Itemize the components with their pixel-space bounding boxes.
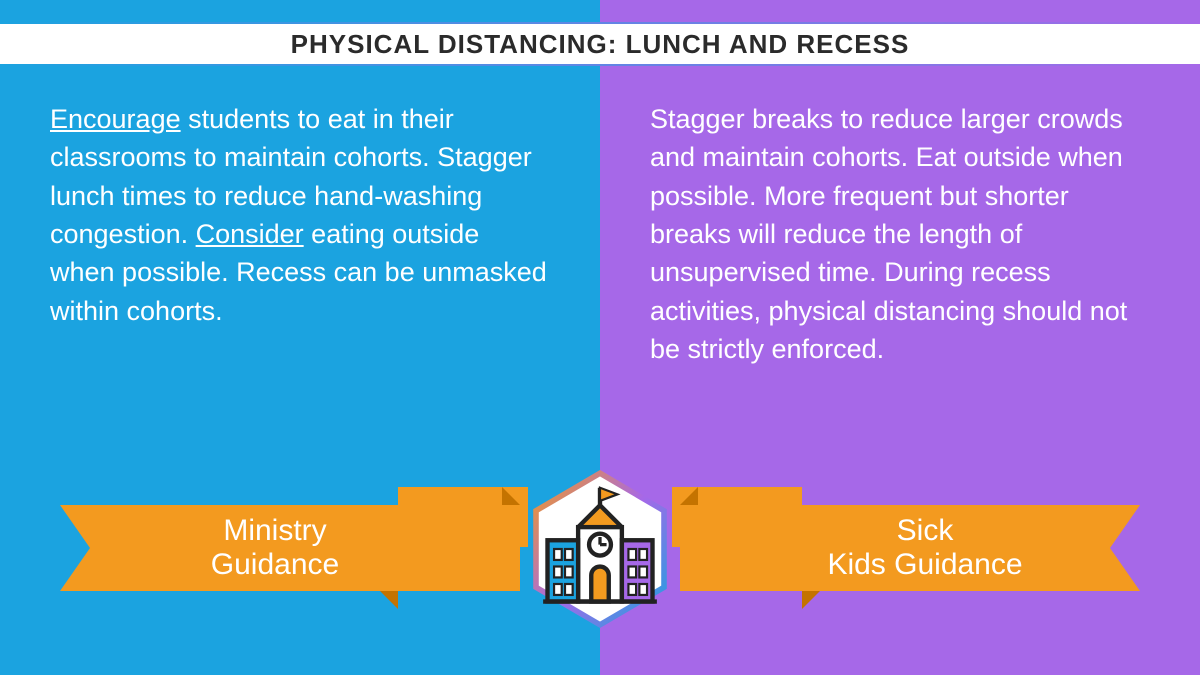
right-body-text: Stagger breaks to reduce larger crowds a… bbox=[650, 100, 1150, 368]
underline-word: Encourage bbox=[50, 104, 181, 134]
left-body-text: Encourage students to eat in their class… bbox=[50, 100, 550, 330]
title-band: PHYSICAL DISTANCING: LUNCH AND RECESS bbox=[0, 22, 1200, 66]
underline-word: Consider bbox=[196, 219, 304, 249]
left-panel: Encourage students to eat in their class… bbox=[0, 0, 600, 675]
page-title: PHYSICAL DISTANCING: LUNCH AND RECESS bbox=[291, 29, 910, 60]
comparison-slide: Encourage students to eat in their class… bbox=[0, 0, 1200, 675]
right-panel: Stagger breaks to reduce larger crowds a… bbox=[600, 0, 1200, 675]
